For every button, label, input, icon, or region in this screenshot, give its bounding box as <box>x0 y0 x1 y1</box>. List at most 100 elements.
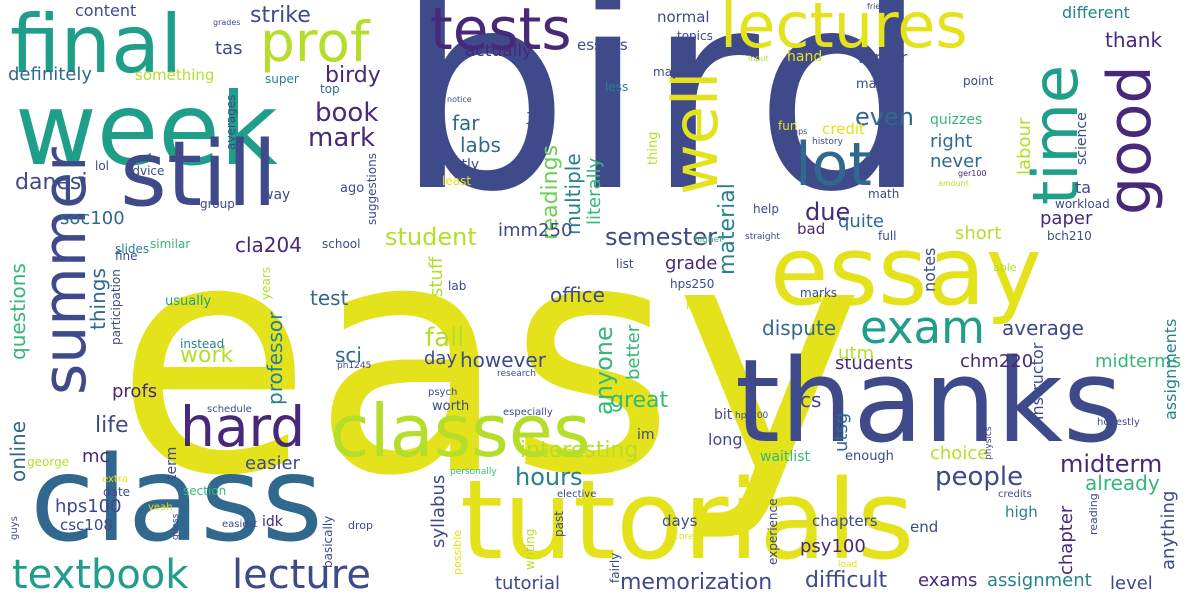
word-hand: hand <box>787 49 823 65</box>
word-hps: hps <box>793 127 808 136</box>
word-winter: winter <box>857 48 908 67</box>
word-day: day <box>424 348 458 369</box>
word-hours: hours <box>515 463 583 491</box>
word-point: point <box>963 74 994 88</box>
word-class: class <box>30 430 323 568</box>
word-easiest: easiest <box>222 519 258 530</box>
word-reading: reading <box>1087 493 1100 535</box>
word-classes: classes <box>330 389 591 473</box>
word-less: less <box>605 80 629 94</box>
word-drop: drop <box>348 519 373 532</box>
word-higher: higher <box>694 235 723 245</box>
word-experience: experience <box>766 498 780 565</box>
word-office: office <box>550 283 605 307</box>
word-list: list <box>616 257 634 271</box>
word-never: never <box>930 151 982 172</box>
word-elective: elective <box>557 489 597 500</box>
word-ph1245: ph1245 <box>337 361 372 371</box>
word-school: school <box>322 237 361 251</box>
word-input: input <box>748 54 769 63</box>
word-hps100: hps100 <box>55 496 122 517</box>
word-good: good <box>1095 65 1165 215</box>
word-great: great <box>610 388 669 413</box>
word-chapter: chapter <box>1056 505 1077 575</box>
word-past: past <box>552 511 566 537</box>
word-mostly: mostly <box>432 157 480 173</box>
word-tests: tests <box>430 0 572 63</box>
word-major: major <box>856 77 894 92</box>
word-quizzes: quizzes <box>930 112 983 128</box>
word-csc108: csc108 <box>60 516 113 534</box>
word-george: george <box>27 455 70 469</box>
word-far: far <box>452 111 480 135</box>
word-hps200: hps200 <box>735 411 769 421</box>
word-thank: thank <box>1105 28 1163 52</box>
word-long: long <box>708 430 743 449</box>
word-still: still <box>120 122 278 227</box>
word-idk: idk <box>262 514 283 530</box>
word-easier: easier <box>245 453 300 474</box>
word-term: term <box>164 446 180 480</box>
word-labour: labour <box>1014 117 1035 175</box>
word-years: years <box>259 266 273 300</box>
word-usually: usually <box>165 294 212 309</box>
word-maybe: maybe <box>653 65 695 79</box>
word-test: test <box>310 286 349 310</box>
word-choice: choice <box>930 443 989 464</box>
word-average: average <box>1002 316 1084 340</box>
word-textbook: textbook <box>12 552 189 598</box>
word-chapters: chapters <box>812 512 878 530</box>
word-instructor: instructor <box>1028 342 1047 420</box>
word-section: section <box>183 484 227 498</box>
word-normal: normal <box>657 8 710 26</box>
word-student: student <box>385 223 477 251</box>
word-full: full <box>878 229 897 243</box>
word-essays: essays <box>577 36 628 54</box>
word-easy: easy <box>115 174 865 546</box>
word-definitely: definitely <box>8 64 93 85</box>
word-physics: physics <box>984 426 994 460</box>
word-credits: credits <box>998 489 1032 500</box>
word-due: due <box>805 198 851 226</box>
word-im: im <box>637 427 655 443</box>
word-credit: credit <box>822 120 865 138</box>
word-grade: grade <box>665 253 718 274</box>
word-lecture: lecture <box>232 552 371 598</box>
word-extra: extra <box>102 474 129 485</box>
word-material: material <box>715 183 740 275</box>
word-stuff: stuff <box>426 256 447 297</box>
word-lol: lol <box>95 159 110 173</box>
word-bch210: bch210 <box>1047 229 1092 243</box>
word-top: top <box>320 82 340 96</box>
word-possible: possible <box>451 529 464 575</box>
word-different: different <box>1062 3 1130 22</box>
word-labs: labs <box>460 133 501 157</box>
word-week: week <box>15 71 278 188</box>
word-midterm: midterm <box>1060 450 1163 478</box>
word-online: online <box>6 420 30 482</box>
word-bit: bit <box>714 407 733 423</box>
word-strike: strike <box>250 3 311 28</box>
word-tas: tas <box>215 38 243 59</box>
word-marks: marks <box>800 286 838 300</box>
word-enough: enough <box>845 449 894 464</box>
word-thing: thing <box>646 131 661 165</box>
word-kind: kind <box>686 299 710 312</box>
word-prof: prof <box>260 10 370 74</box>
word-final: final <box>10 0 183 91</box>
word-paper: paper <box>1040 208 1093 229</box>
word-birdy: birdy <box>325 63 381 88</box>
word-yeah: yeah <box>148 502 173 513</box>
word-super: super <box>265 72 299 86</box>
word-lectures: lectures <box>720 0 968 62</box>
word-mc: mc <box>82 446 110 467</box>
word-interesting: interesting <box>520 438 639 463</box>
word-help: help <box>753 202 779 216</box>
word-fine: fine <box>115 249 138 263</box>
word-better: better <box>623 324 644 380</box>
word-date: date <box>103 485 131 499</box>
word-fairly: fairly <box>608 552 622 583</box>
word-short: short <box>955 223 1002 244</box>
word-literally: literally <box>584 157 605 225</box>
